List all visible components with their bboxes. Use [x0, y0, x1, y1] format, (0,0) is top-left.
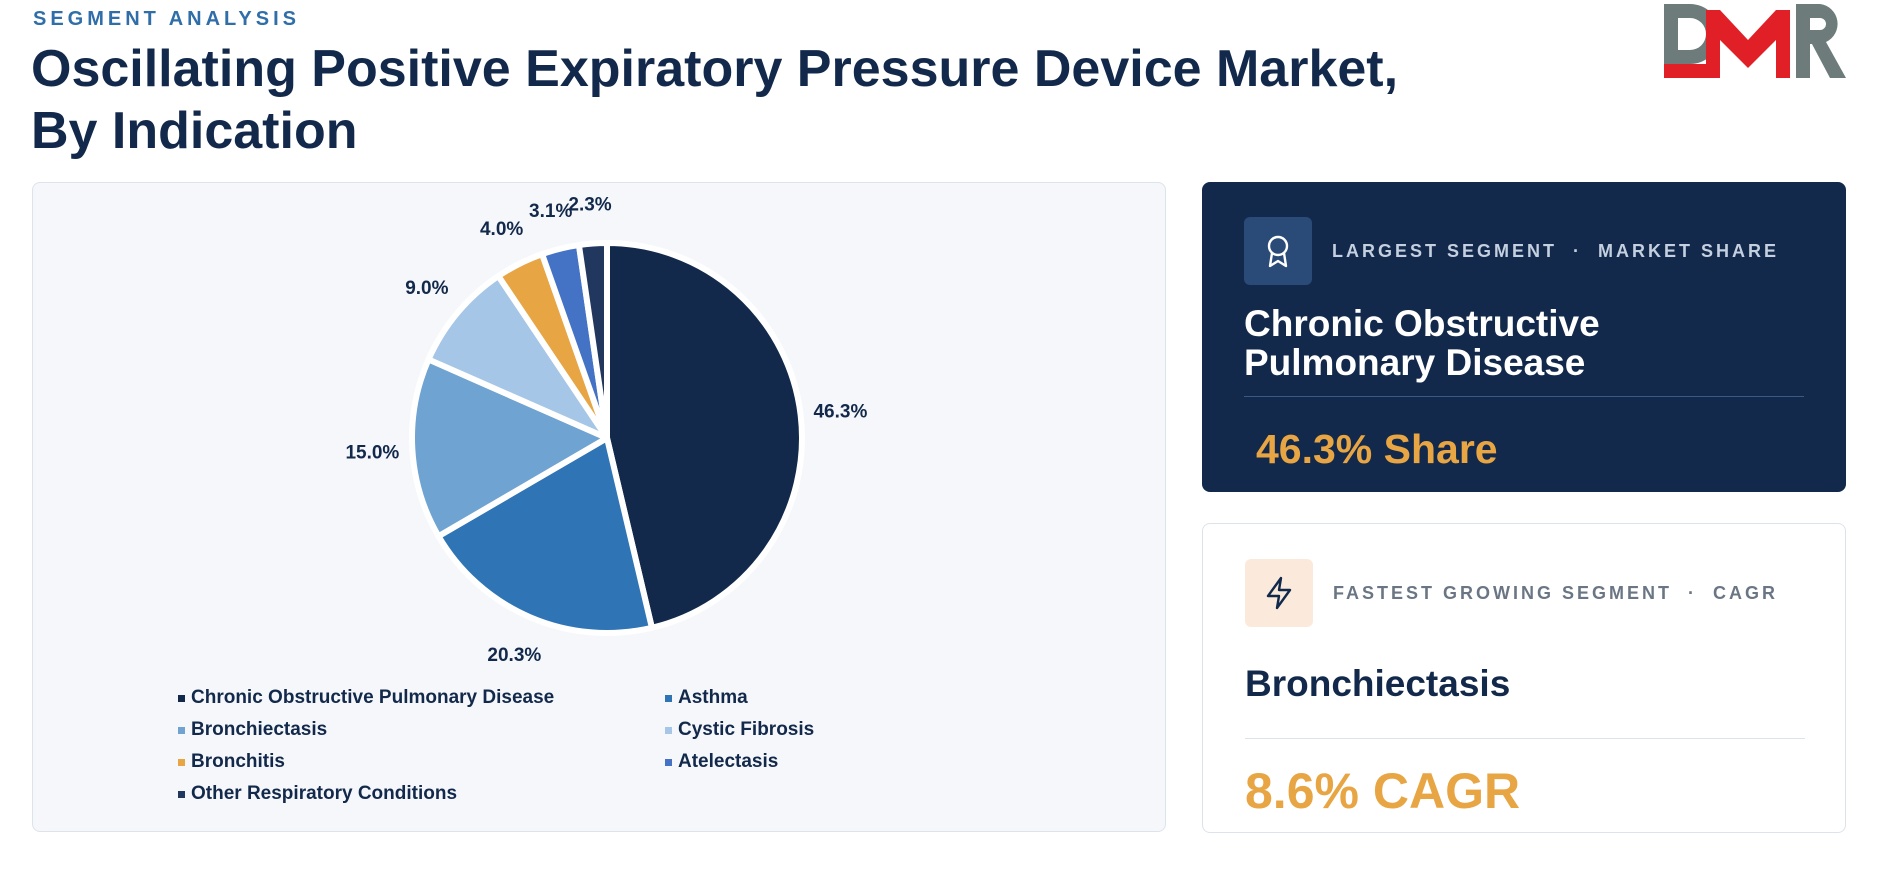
legend-item-cystic-fibrosis: Cystic Fibrosis [665, 718, 885, 742]
legend-label: Bronchitis [191, 751, 285, 772]
pie-slice-3 [425, 273, 610, 441]
legend-swatch [665, 694, 672, 702]
legend-label: Chronic Obstructive Pulmonary Disease [191, 687, 555, 708]
legend-item-bronchitis: Bronchitis [178, 750, 665, 774]
label-text-2: MARKET SHARE [1598, 241, 1780, 261]
legend-item-atelectasis: Atelectasis [665, 750, 885, 774]
largest-segment-label: LARGEST SEGMENT · MARKET SHARE [1332, 241, 1779, 262]
section-eyebrow: SEGMENT ANALYSIS [33, 8, 300, 30]
pie-data-label-5: 3.1% [529, 201, 572, 222]
fastest-segment-card: FASTEST GROWING SEGMENT · CAGR Bronchiecta… [1202, 523, 1846, 833]
legend-label: Bronchiectasis [191, 719, 328, 740]
legend-label: Asthma [678, 687, 748, 708]
largest-segment-card: LARGEST SEGMENT · MARKET SHARE Chronic Obs… [1202, 182, 1846, 492]
pie-data-label-1: 20.3% [487, 645, 541, 666]
page-title-line-2: By Indication [31, 102, 358, 160]
pie-data-label-4: 4.0% [480, 219, 523, 240]
divider [1245, 738, 1805, 739]
legend-swatch [178, 726, 185, 734]
legend-label: Atelectasis [678, 751, 779, 772]
dmr-logo [1664, 4, 1846, 78]
legend-swatch [178, 758, 185, 766]
pie-data-label-3: 9.0% [405, 278, 448, 299]
chart-legend: Chronic Obstructive Pulmonary Disease As… [178, 686, 878, 806]
legend-item-other: Other Respiratory Conditions [178, 782, 665, 806]
legend-item-bronchiectasis: Bronchiectasis [178, 718, 665, 742]
label-separator: · [1688, 583, 1698, 603]
largest-segment-name: Chronic Obstructive Pulmonary Disease [1244, 303, 1600, 383]
legend-swatch [665, 726, 672, 734]
legend-swatch [178, 790, 185, 798]
pie-chart: 46.3% 20.3% 15.0% 9.0% 4.0% 3.1%2.3% [345, 195, 867, 666]
page-title: Oscillating Positive Expiratory Pressure… [31, 38, 1481, 162]
legend-item-asthma: Asthma [665, 686, 885, 710]
pie-slice-2 [409, 356, 610, 540]
fastest-segment-label: FASTEST GROWING SEGMENT · CAGR [1333, 583, 1778, 604]
lightning-icon [1245, 559, 1313, 627]
pie-data-label-0: 46.3% [813, 402, 867, 423]
label-text-2: CAGR [1713, 583, 1779, 603]
chart-card: 46.3% 20.3% 15.0% 9.0% 4.0% 3.1% 2.3% Chronic … [32, 182, 1166, 832]
page-title-line-1: Oscillating Positive Expiratory Pressure… [31, 40, 1399, 98]
label-text: FASTEST GROWING SEGMENT [1333, 583, 1673, 603]
fastest-segment-metric: 8.6% CAGR [1245, 763, 1521, 819]
pie-slice-1 [435, 435, 655, 636]
legend-label: Cystic Fibrosis [678, 719, 815, 740]
legend-label: Other Respiratory Conditions [191, 783, 458, 804]
pie-data-label-6: 2.3% [568, 195, 611, 216]
legend-swatch [178, 694, 185, 702]
pie-slice-0 [604, 240, 805, 631]
award-icon [1244, 217, 1312, 285]
divider [1244, 396, 1804, 397]
logo-letter-m [1664, 10, 1790, 78]
legend-item-copd: Chronic Obstructive Pulmonary Disease [178, 686, 665, 710]
pie-slice-6 [575, 240, 610, 441]
pie-data-label-2: 15.0% [345, 442, 399, 463]
legend-swatch [665, 758, 672, 766]
label-separator: · [1573, 241, 1583, 261]
fastest-segment-name: Bronchiectasis [1245, 663, 1511, 704]
largest-segment-metric: 46.3% Share [1256, 426, 1498, 472]
logo-letter-r [1796, 4, 1846, 78]
label-text: LARGEST SEGMENT [1332, 241, 1558, 261]
